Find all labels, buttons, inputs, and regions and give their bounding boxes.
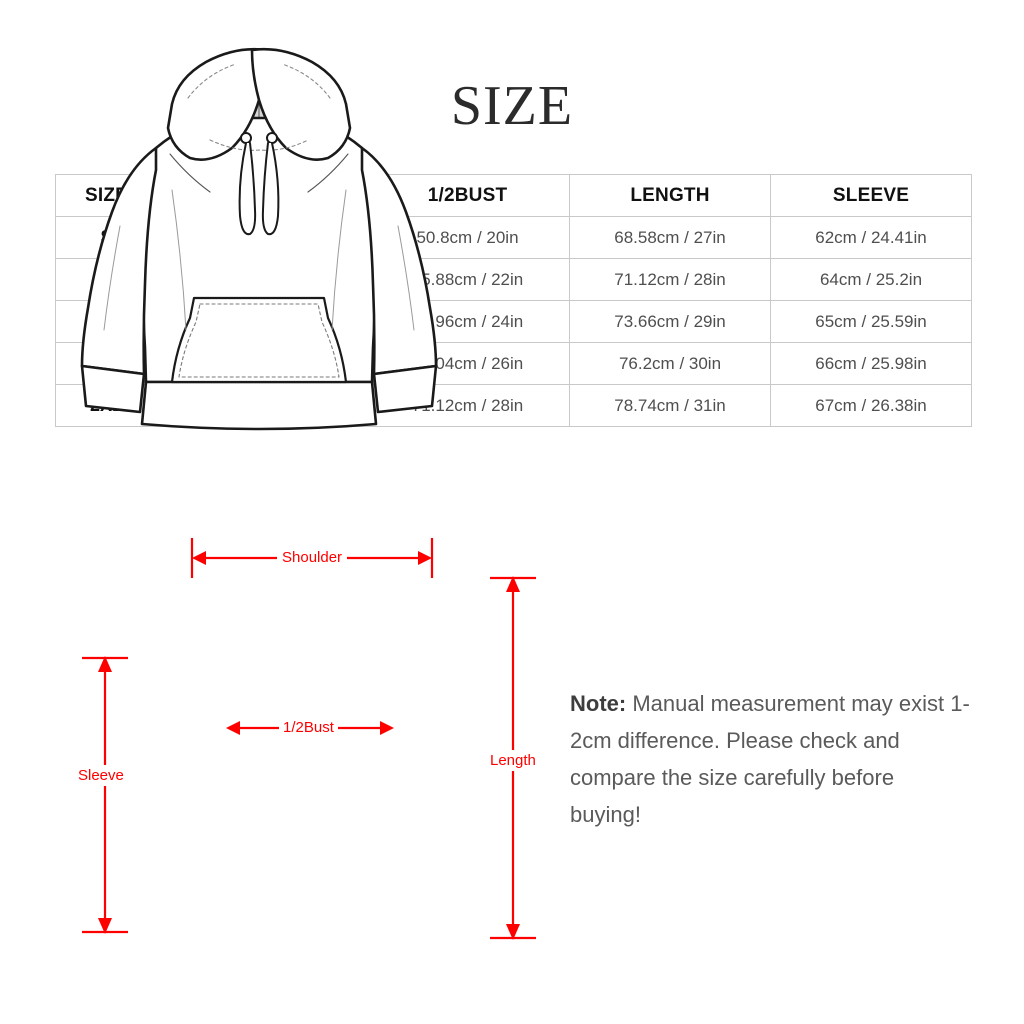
- note-text: Manual measurement may exist 1-2cm diffe…: [570, 691, 970, 827]
- hood-right-panel: [250, 47, 352, 161]
- left-shoulder-seam: [169, 153, 211, 193]
- sleeve-bottom-arrowhead: [98, 918, 112, 934]
- cell-length: 78.74cm / 31in: [569, 384, 771, 427]
- left-cuff: [80, 364, 146, 414]
- sleeve-top-arrowhead: [98, 656, 112, 672]
- right-drape-line: [331, 189, 347, 331]
- cell-length: 71.12cm / 28in: [569, 258, 771, 301]
- cell-sleeve: 67cm / 26.38in: [770, 384, 972, 427]
- left-drawstring: [238, 142, 257, 236]
- cell-sleeve: 65cm / 25.59in: [770, 300, 972, 343]
- note-block: Note: Manual measurement may exist 1-2cm…: [570, 685, 970, 833]
- left-drape-line: [171, 189, 187, 331]
- right-shoulder-seam: [307, 153, 349, 193]
- hem-band: [140, 380, 378, 431]
- cell-sleeve: 64cm / 25.2in: [770, 258, 972, 301]
- measurement-label-length: Length: [488, 750, 538, 771]
- shoulder-right-arrowhead: [418, 551, 432, 565]
- column-header-sleeve: SLEEVE: [770, 174, 972, 217]
- halfbust-left-arrowhead: [226, 721, 240, 735]
- measurement-label-sleeve: Sleeve: [76, 765, 126, 786]
- measurement-label-shoulder: Shoulder: [277, 550, 348, 565]
- measurement-label-halfbust: 1/2Bust: [279, 720, 338, 735]
- length-bottom-arrowhead: [506, 924, 520, 940]
- hoodie-illustration: [80, 47, 438, 431]
- cell-length: 76.2cm / 30in: [569, 342, 771, 385]
- hood-right-stitch: [281, 63, 331, 99]
- neck-stitch: [209, 139, 309, 151]
- right-sleeve-fold: [397, 225, 415, 331]
- halfbust-right-arrowhead: [380, 721, 394, 735]
- left-sleeve-fold: [103, 225, 121, 331]
- shoulder-left-arrowhead: [192, 551, 206, 565]
- kangaroo-pocket: [170, 296, 348, 384]
- left-sleeve: [80, 146, 158, 376]
- column-header-length: LENGTH: [569, 174, 771, 217]
- right-sleeve: [360, 146, 438, 376]
- cell-length: 68.58cm / 27in: [569, 216, 771, 259]
- hood-left-stitch: [187, 63, 237, 99]
- right-drawstring: [261, 142, 280, 236]
- pocket-stitching: [178, 303, 340, 378]
- note-label: Note:: [570, 691, 627, 716]
- left-eyelet: [240, 132, 252, 144]
- cell-sleeve: 62cm / 24.41in: [770, 216, 972, 259]
- cell-sleeve: 66cm / 25.98in: [770, 342, 972, 385]
- page-title: SIZE: [450, 75, 574, 137]
- cell-length: 73.66cm / 29in: [569, 300, 771, 343]
- right-eyelet: [266, 132, 278, 144]
- right-cuff: [372, 364, 438, 414]
- length-top-arrowhead: [506, 576, 520, 592]
